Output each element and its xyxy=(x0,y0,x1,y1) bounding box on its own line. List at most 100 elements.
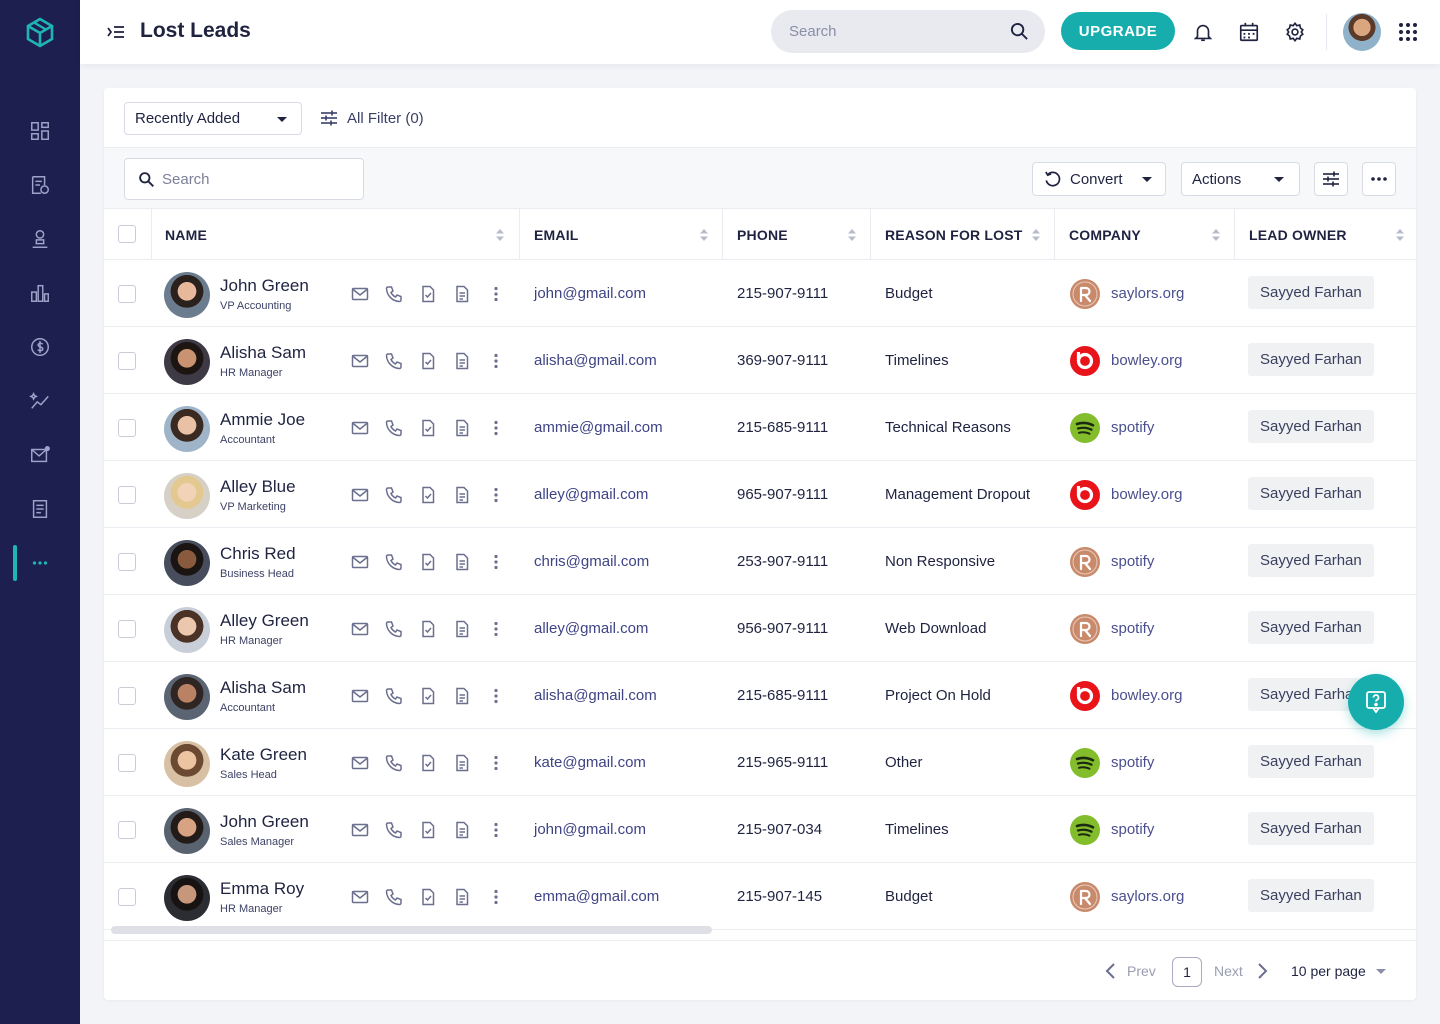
lead-owner-chip[interactable]: Sayyed Farhan xyxy=(1248,812,1374,845)
lead-name[interactable]: Chris Red xyxy=(220,544,296,563)
kebab-icon[interactable] xyxy=(486,820,506,840)
kebab-icon[interactable] xyxy=(486,351,506,371)
phone-icon[interactable] xyxy=(384,753,404,773)
help-button[interactable] xyxy=(1348,674,1404,730)
upgrade-button[interactable]: UPGRADE xyxy=(1061,12,1175,50)
mail-icon[interactable] xyxy=(350,351,370,371)
row-checkbox[interactable] xyxy=(118,821,136,839)
kebab-icon[interactable] xyxy=(486,418,506,438)
col-name-header[interactable]: NAME xyxy=(165,226,208,243)
bell-icon[interactable] xyxy=(1192,21,1214,43)
task-icon[interactable] xyxy=(418,753,438,773)
lead-phone[interactable]: 965-907-9111 xyxy=(737,486,829,503)
company-name[interactable]: saylors.org xyxy=(1111,285,1185,302)
table-search-input[interactable] xyxy=(162,159,352,199)
chevron-left-icon[interactable] xyxy=(1104,962,1118,980)
sidebar-item-dashboard[interactable] xyxy=(28,119,52,143)
lead-owner-chip[interactable]: Sayyed Farhan xyxy=(1248,410,1374,443)
table-row[interactable]: Emma Roy HR Manager emma@gmail.com 215-9… xyxy=(104,863,1416,930)
task-icon[interactable] xyxy=(418,820,438,840)
sort-icon[interactable] xyxy=(848,229,856,241)
task-icon[interactable] xyxy=(418,418,438,438)
note-icon[interactable] xyxy=(452,418,472,438)
col-company-header[interactable]: COMPANY xyxy=(1069,226,1141,243)
task-icon[interactable] xyxy=(418,686,438,706)
lead-owner-chip[interactable]: Sayyed Farhan xyxy=(1248,276,1374,309)
task-icon[interactable] xyxy=(418,284,438,304)
lead-email[interactable]: alley@gmail.com xyxy=(534,620,649,637)
lead-email[interactable]: kate@gmail.com xyxy=(534,754,646,771)
row-checkbox[interactable] xyxy=(118,419,136,437)
sidebar-item-more[interactable] xyxy=(28,551,52,575)
task-icon[interactable] xyxy=(418,619,438,639)
app-logo[interactable] xyxy=(24,16,56,48)
kebab-icon[interactable] xyxy=(486,485,506,505)
per-page-select[interactable]: 10 per page xyxy=(1291,963,1366,979)
sort-icon[interactable] xyxy=(496,229,504,241)
column-settings-button[interactable] xyxy=(1314,162,1348,196)
lead-phone[interactable]: 956-907-9111 xyxy=(737,620,829,637)
mail-icon[interactable] xyxy=(350,887,370,907)
more-options-button[interactable] xyxy=(1362,162,1396,196)
sidebar-item-mail[interactable] xyxy=(28,443,52,467)
kebab-icon[interactable] xyxy=(486,686,506,706)
note-icon[interactable] xyxy=(452,284,472,304)
col-reason-header[interactable]: REASON FOR LOST xyxy=(885,226,1023,243)
kebab-icon[interactable] xyxy=(486,619,506,639)
convert-button[interactable]: Convert xyxy=(1032,162,1166,196)
lead-phone[interactable]: 215-685-9111 xyxy=(737,687,829,704)
note-icon[interactable] xyxy=(452,351,472,371)
lead-email[interactable]: emma@gmail.com xyxy=(534,888,660,905)
apps-grid-icon[interactable] xyxy=(1398,22,1418,42)
company-name[interactable]: spotify xyxy=(1111,553,1155,570)
all-filter-button[interactable]: All Filter (0) xyxy=(319,106,424,130)
row-checkbox[interactable] xyxy=(118,754,136,772)
row-checkbox[interactable] xyxy=(118,620,136,638)
lead-email[interactable]: alisha@gmail.com xyxy=(534,352,657,369)
col-phone-header[interactable]: PHONE xyxy=(737,226,788,243)
sidebar-item-leads[interactable] xyxy=(28,173,52,197)
phone-icon[interactable] xyxy=(384,418,404,438)
prev-page-button[interactable]: Prev xyxy=(1127,963,1156,979)
lead-name[interactable]: Alley Green xyxy=(220,611,309,630)
lead-name[interactable]: Alisha Sam xyxy=(220,678,306,697)
next-page-button[interactable]: Next xyxy=(1214,963,1243,979)
company-name[interactable]: spotify xyxy=(1111,419,1155,436)
col-email-header[interactable]: EMAIL xyxy=(534,226,579,243)
sort-icon[interactable] xyxy=(1396,229,1404,241)
company-name[interactable]: spotify xyxy=(1111,821,1155,838)
row-checkbox[interactable] xyxy=(118,486,136,504)
note-icon[interactable] xyxy=(452,820,472,840)
col-owner-header[interactable]: LEAD OWNER xyxy=(1249,226,1347,243)
table-row[interactable]: Alisha Sam HR Manager alisha@gmail.com 3… xyxy=(104,327,1416,394)
note-icon[interactable] xyxy=(452,887,472,907)
phone-icon[interactable] xyxy=(384,887,404,907)
row-checkbox[interactable] xyxy=(118,687,136,705)
lead-email[interactable]: john@gmail.com xyxy=(534,821,646,838)
company-name[interactable]: saylors.org xyxy=(1111,888,1185,905)
lead-email[interactable]: ammie@gmail.com xyxy=(534,419,663,436)
table-row[interactable]: Chris Red Business Head chris@gmail.com … xyxy=(104,528,1416,595)
lead-email[interactable]: john@gmail.com xyxy=(534,285,646,302)
global-search-input[interactable] xyxy=(789,10,999,53)
gear-icon[interactable] xyxy=(1284,21,1306,43)
lead-phone[interactable]: 215-907-145 xyxy=(737,888,823,905)
task-icon[interactable] xyxy=(418,485,438,505)
sort-select[interactable]: Recently Added xyxy=(124,102,302,135)
phone-icon[interactable] xyxy=(384,284,404,304)
table-row[interactable]: John Green VP Accounting john@gmail.com … xyxy=(104,260,1416,327)
mail-icon[interactable] xyxy=(350,552,370,572)
actions-dropdown[interactable]: Actions xyxy=(1181,162,1300,196)
task-icon[interactable] xyxy=(418,887,438,907)
lead-name[interactable]: John Green xyxy=(220,812,309,831)
chevron-right-icon[interactable] xyxy=(1255,962,1269,980)
select-all-checkbox[interactable] xyxy=(118,225,136,243)
table-search[interactable] xyxy=(124,158,364,200)
kebab-icon[interactable] xyxy=(486,887,506,907)
lead-owner-chip[interactable]: Sayyed Farhan xyxy=(1248,745,1374,778)
global-search[interactable] xyxy=(771,10,1045,53)
lead-name[interactable]: Kate Green xyxy=(220,745,307,764)
lead-owner-chip[interactable]: Sayyed Farhan xyxy=(1248,544,1374,577)
sort-icon[interactable] xyxy=(1212,229,1220,241)
table-row[interactable]: Alley Blue VP Marketing alley@gmail.com … xyxy=(104,461,1416,528)
